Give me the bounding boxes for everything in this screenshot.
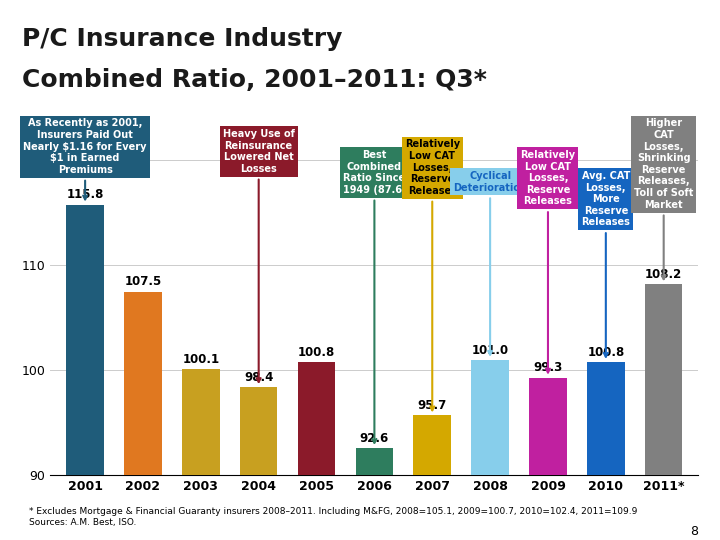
Text: As Recently as 2001,
Insurers Paid Out
Nearly $1.16 for Every
$1 in Earned
Premi: As Recently as 2001, Insurers Paid Out N… <box>23 118 147 199</box>
Bar <box>587 362 625 540</box>
Bar <box>472 360 509 540</box>
Text: Cyclical
Deterioration: Cyclical Deterioration <box>453 171 527 355</box>
Bar <box>298 362 336 540</box>
Text: 98.4: 98.4 <box>244 371 274 384</box>
Text: * Excludes Mortgage & Financial Guaranty insurers 2008–2011. Including M&FG, 200: * Excludes Mortgage & Financial Guaranty… <box>29 507 637 526</box>
Text: Avg. CAT
Losses,
More
Reserve
Releases: Avg. CAT Losses, More Reserve Releases <box>581 171 630 357</box>
Text: P/C Insurance Industry: P/C Insurance Industry <box>22 27 342 51</box>
Text: Heavy Use of
Reinsurance
Lowered Net
Losses: Heavy Use of Reinsurance Lowered Net Los… <box>222 129 294 382</box>
Bar <box>645 284 683 540</box>
Bar <box>529 377 567 540</box>
Text: 100.8: 100.8 <box>588 346 624 359</box>
Bar <box>182 369 220 540</box>
Text: Higher
CAT
Losses,
Shrinking
Reserve
Releases,
Toll of Soft
Market: Higher CAT Losses, Shrinking Reserve Rel… <box>634 118 693 279</box>
Text: 107.5: 107.5 <box>125 275 161 288</box>
Text: Relatively
Low CAT
Losses,
Reserve
Releases: Relatively Low CAT Losses, Reserve Relea… <box>405 139 460 410</box>
Text: 100.1: 100.1 <box>182 353 220 366</box>
Bar <box>66 205 104 540</box>
Text: Combined Ratio, 2001–2011: Q3*: Combined Ratio, 2001–2011: Q3* <box>22 68 487 92</box>
Text: 99.3: 99.3 <box>534 361 562 374</box>
Text: Relatively
Low CAT
Losses,
Reserve
Releases: Relatively Low CAT Losses, Reserve Relea… <box>521 150 575 373</box>
Bar <box>413 415 451 540</box>
Text: 92.6: 92.6 <box>360 432 389 445</box>
Text: 108.2: 108.2 <box>645 268 683 281</box>
Bar <box>124 292 162 540</box>
Text: 101.0: 101.0 <box>472 343 508 356</box>
Bar <box>240 387 277 540</box>
Text: 95.7: 95.7 <box>418 399 447 412</box>
Text: 100.8: 100.8 <box>298 346 336 359</box>
Text: 8: 8 <box>690 524 698 538</box>
Bar <box>356 448 393 540</box>
Text: 115.8: 115.8 <box>66 188 104 201</box>
Text: Best
Combined
Ratio Since
1949 (87.6): Best Combined Ratio Since 1949 (87.6) <box>343 150 406 443</box>
